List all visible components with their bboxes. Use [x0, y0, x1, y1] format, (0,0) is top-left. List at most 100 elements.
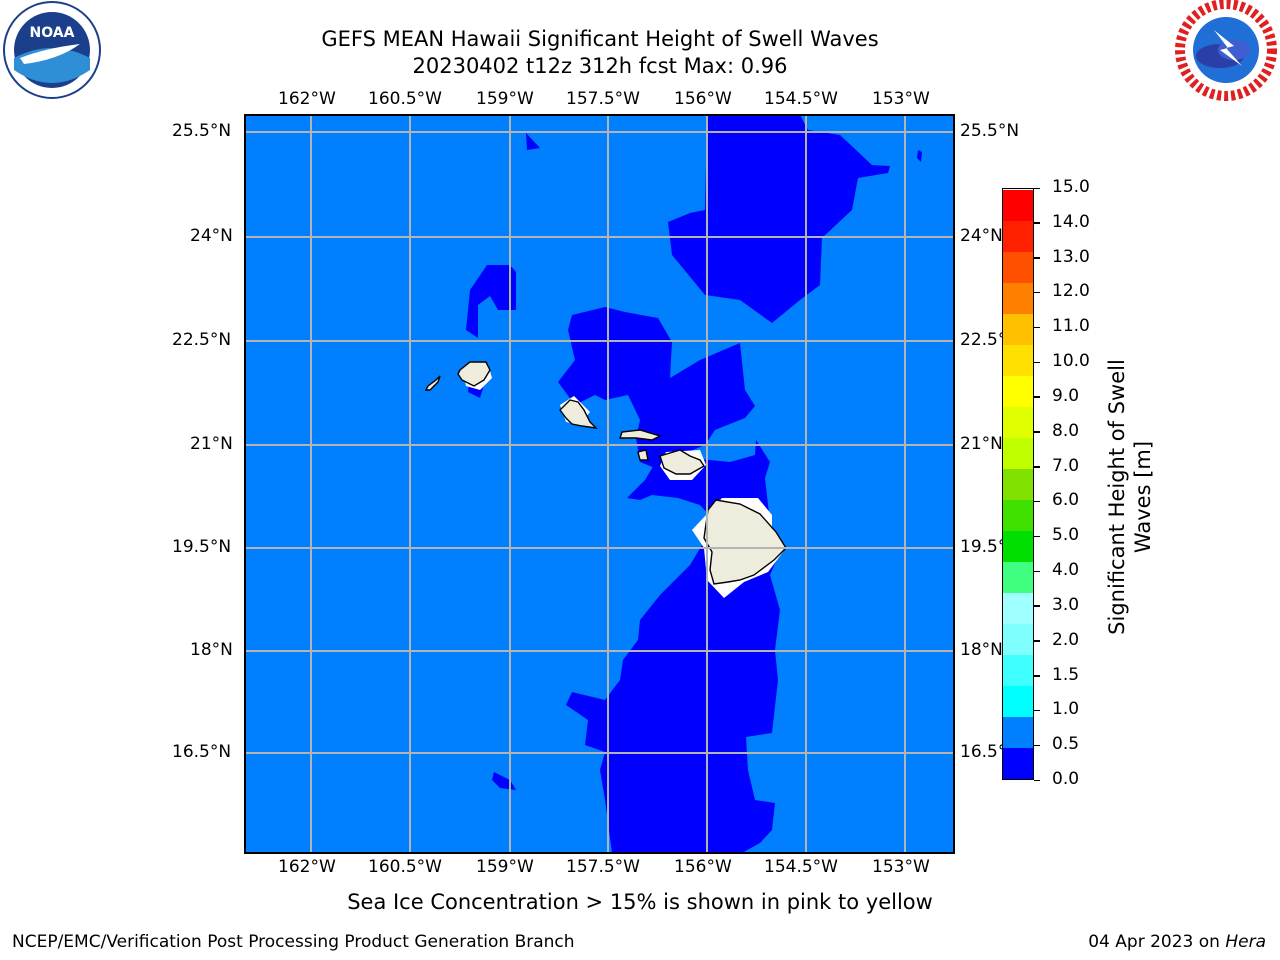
lon-label-top-156w: 156°W: [674, 89, 732, 109]
colorbar-label: Significant Height of Swell Waves [m]: [1104, 347, 1156, 647]
colorbar-segment: [1003, 375, 1033, 407]
colorbar-tick-mark: [1034, 187, 1040, 189]
colorbar-segment: [1003, 282, 1033, 314]
colorbar-segment: [1003, 685, 1033, 717]
colorbar-tick-label: 5.0: [1052, 525, 1080, 546]
colorbar-tick-mark: [1034, 570, 1040, 573]
swell-region-east-small: [917, 150, 922, 162]
footer-date: 04 Apr 2023 on Hera: [1088, 932, 1266, 952]
gridlines: [245, 115, 954, 853]
islands: [424, 361, 787, 585]
colorbar-segment: [1003, 468, 1033, 500]
colorbar-tick-label: 10.0: [1052, 351, 1090, 372]
sea-ice-caption: Sea Ice Concentration > 15% is shown in …: [347, 890, 933, 914]
swell-region-northwest-1: [466, 265, 516, 338]
colorbar-tick-label: 0.0: [1052, 769, 1080, 789]
lon-label-top-160-5w: 160.5°W: [368, 89, 442, 109]
colorbar-segment: [1003, 220, 1033, 252]
lat-label-right-25-5n: 25.5°N: [960, 121, 1020, 141]
colorbar-tick-label: 3.0: [1052, 594, 1080, 615]
island-kauai: [457, 361, 491, 387]
colorbar-segment: [1003, 561, 1033, 593]
lon-label-top-159w: 159°W: [476, 89, 534, 109]
island-molokai: [619, 429, 662, 441]
colorbar-tick-label: 9.0: [1052, 385, 1080, 406]
map-border: [244, 114, 955, 854]
lon-label-bottom-157-5w: 157.5°W: [566, 857, 640, 877]
lat-label-right-18n: 18°N: [960, 640, 1003, 660]
colorbar-tick-mark: [1034, 431, 1040, 433]
footer-host: Hera: [1225, 932, 1266, 952]
colorbar-tick-label: 1.5: [1052, 664, 1080, 685]
island-maui: [659, 449, 705, 475]
lat-label-left-25-5n: 25.5°N: [172, 121, 232, 141]
colorbar-tick-mark: [1034, 396, 1040, 398]
colorbar-tick-label: 0.5: [1052, 734, 1080, 755]
colorbar-segment: [1003, 313, 1033, 345]
colorbar-segment: [1003, 654, 1033, 686]
colorbar-segment: [1003, 251, 1033, 283]
lon-label-top-154-5w: 154.5°W: [764, 89, 838, 109]
colorbar-tick-label: 12.0: [1052, 281, 1090, 302]
colorbar-tick-mark: [1034, 535, 1040, 538]
lat-label-right-24n: 24°N: [960, 226, 1003, 246]
colorbar-tick-label: 2.0: [1052, 629, 1080, 650]
lon-label-bottom-154-5w: 154.5°W: [764, 857, 838, 877]
colorbar-segment: [1003, 499, 1033, 531]
colorbar-tick-mark: [1034, 675, 1040, 677]
chart-title: GEFS MEAN Hawaii Significant Height of S…: [321, 27, 879, 51]
island-niihau: [424, 375, 441, 391]
colorbar-tick-mark: [1034, 361, 1040, 364]
chart-subtitle: 20230402 t12z 312h fcst Max: 0.96: [412, 54, 788, 78]
lon-label-bottom-160-5w: 160.5°W: [368, 857, 442, 877]
lon-label-top-153w: 153°W: [872, 89, 930, 109]
colorbar-segment: [1003, 530, 1033, 562]
island-big-island: [703, 499, 787, 585]
nws-logo: [1175, 0, 1277, 101]
colorbar-tick-mark: [1034, 709, 1040, 712]
colorbar-tick-label: 4.0: [1052, 560, 1080, 581]
colorbar-segment: [1003, 747, 1033, 779]
lat-label-right-21n: 21°N: [960, 434, 1003, 454]
footer-date-text: 04 Apr 2023 on: [1088, 932, 1226, 952]
swell-region-northwest-2: [526, 133, 540, 150]
svg-text:NOAA: NOAA: [30, 25, 75, 41]
colorbar-tick-label: 6.0: [1052, 490, 1080, 511]
colorbar-tick-mark: [1034, 500, 1040, 503]
lat-label-left-16-5n: 16.5°N: [172, 742, 232, 762]
colorbar-wrapper: [1002, 188, 1034, 780]
lon-label-top-157-5w: 157.5°W: [566, 89, 640, 109]
lat-label-left-19-5n: 19.5°N: [172, 537, 232, 557]
colorbar-tick-label: 13.0: [1052, 246, 1090, 267]
colorbar-segment: [1003, 623, 1033, 655]
colorbar-tick-mark: [1034, 640, 1040, 642]
colorbar-tick-mark: [1034, 605, 1040, 607]
colorbar-tick-mark: [1034, 744, 1040, 747]
lat-label-left-18n: 18°N: [190, 640, 233, 660]
lon-label-bottom-159w: 159°W: [476, 857, 534, 877]
island-oahu: [559, 399, 598, 429]
island-lanai: [637, 449, 649, 461]
colorbar-segment: [1003, 406, 1033, 438]
footer-branch: NCEP/EMC/Verification Post Processing Pr…: [12, 932, 575, 952]
colorbar-tick-label: 8.0: [1052, 420, 1080, 441]
swell-region-north: [668, 115, 890, 323]
colorbar-tick-mark: [1034, 326, 1040, 329]
colorbar-label-line2: Waves [m]: [1131, 440, 1155, 554]
colorbar-tick-mark: [1034, 222, 1040, 224]
lon-label-bottom-153w: 153°W: [872, 857, 930, 877]
colorbar-segment: [1003, 344, 1033, 376]
colorbar-label-line1: Significant Height of Swell: [1105, 359, 1129, 635]
colorbar-segment: [1003, 716, 1033, 748]
colorbar-tick-mark: [1034, 291, 1040, 294]
lat-label-left-21n: 21°N: [190, 434, 233, 454]
noaa-logo: NOAA: [3, 1, 101, 99]
colorbar-segment: [1003, 189, 1033, 221]
lon-label-top-162w: 162°W: [278, 89, 336, 109]
colorbar-tick-mark: [1034, 466, 1040, 468]
colorbar-tick-label: 15.0: [1052, 177, 1090, 197]
lon-label-bottom-156w: 156°W: [674, 857, 732, 877]
colorbar-tick-label: 1.0: [1052, 699, 1080, 720]
colorbar-segment: [1003, 592, 1033, 624]
